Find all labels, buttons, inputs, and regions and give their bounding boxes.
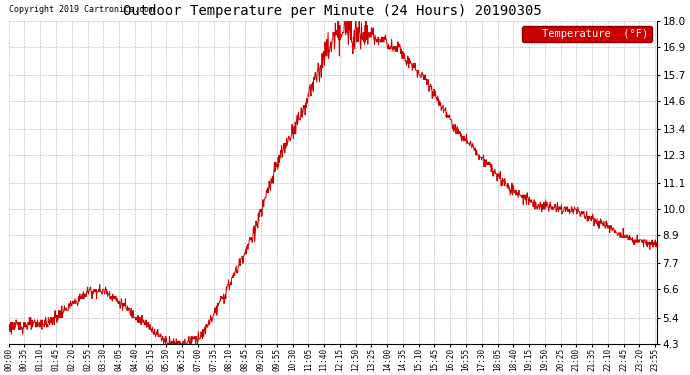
Title: Outdoor Temperature per Minute (24 Hours) 20190305: Outdoor Temperature per Minute (24 Hours… xyxy=(124,4,542,18)
Text: Copyright 2019 Cartronics.com: Copyright 2019 Cartronics.com xyxy=(9,5,154,14)
Legend: Temperature  (°F): Temperature (°F) xyxy=(522,26,652,42)
